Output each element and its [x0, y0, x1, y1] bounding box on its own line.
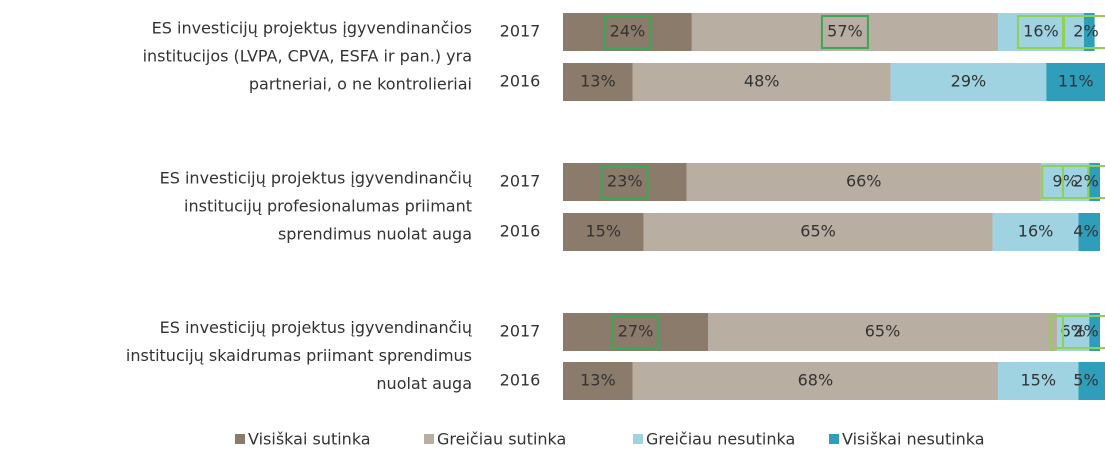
bar-segment	[643, 213, 993, 251]
highlight-box	[600, 165, 649, 199]
bar-segment	[691, 13, 998, 51]
value-label: 2%	[1073, 22, 1098, 41]
year-label: 2017	[500, 172, 541, 191]
value-label: 2%	[1073, 322, 1098, 341]
bar-segment	[563, 213, 644, 251]
value-label: 16%	[1018, 222, 1054, 241]
bar-segment	[563, 163, 687, 201]
bar-segment	[563, 362, 633, 400]
year-label: 2016	[500, 222, 541, 241]
category-label: institucijų skaidrumas priimant sprendim…	[126, 346, 472, 365]
category-label: partneriai, o ne kontrolieriai	[249, 75, 472, 94]
value-label: 29%	[951, 72, 987, 91]
bar-segment	[890, 63, 1047, 101]
highlight-box	[1062, 15, 1105, 49]
value-label: 27%	[618, 322, 654, 341]
year-label: 2016	[500, 72, 541, 91]
value-label: 15%	[585, 222, 621, 241]
bar-segment	[1089, 163, 1100, 201]
bar-segment	[997, 13, 1084, 51]
bar-segment	[563, 63, 633, 101]
year-label: 2017	[500, 322, 541, 341]
year-label: 2016	[500, 371, 541, 390]
category-label: nuolat auga	[376, 374, 472, 393]
bar-segment	[563, 313, 708, 351]
value-label: 9%	[1052, 172, 1077, 191]
highlight-box	[1062, 315, 1105, 349]
highlight-box	[611, 315, 660, 349]
bar-segment	[1046, 63, 1105, 101]
category-label: ES investicijų projektus įgyvendinančių	[160, 318, 472, 337]
legend-swatch	[424, 434, 434, 444]
value-label: 15%	[1020, 371, 1056, 390]
legend-swatch	[633, 434, 643, 444]
bar-segment	[1078, 362, 1105, 400]
category-label: sprendimus nuolat auga	[278, 225, 472, 244]
value-label: 6%	[1060, 322, 1085, 341]
category-label: ES investicijų projektus įgyvendinančių	[160, 169, 472, 188]
bar-segment	[632, 362, 998, 400]
bar-segment	[997, 362, 1079, 400]
legend-label: Visiškai nesutinka	[842, 430, 985, 449]
bar-segment	[686, 163, 1041, 201]
bar-segment	[992, 213, 1079, 251]
bar-segment	[707, 313, 1058, 351]
value-label: 16%	[1023, 22, 1059, 41]
category-label: institucijų profesionalumas priimant	[184, 197, 472, 216]
highlight-box	[820, 15, 869, 49]
value-label: 4%	[1073, 222, 1098, 241]
value-label: 68%	[798, 371, 834, 390]
value-label: 65%	[800, 222, 836, 241]
value-label: 5%	[1073, 371, 1098, 390]
value-label: 13%	[580, 371, 616, 390]
bar-segment	[1078, 213, 1100, 251]
value-label: 13%	[580, 72, 616, 91]
bar-segment	[563, 13, 692, 51]
highlight-box	[1062, 165, 1105, 199]
bar-segment	[1089, 313, 1100, 351]
value-label: 24%	[610, 22, 646, 41]
bar-segment	[1040, 163, 1090, 201]
legend-swatch	[235, 434, 245, 444]
value-label: 23%	[607, 172, 643, 191]
value-label: 48%	[744, 72, 780, 91]
legend-swatch	[829, 434, 839, 444]
value-label: 66%	[846, 172, 882, 191]
value-label: 57%	[827, 22, 863, 41]
legend-label: Visiškai sutinka	[248, 430, 371, 449]
bar-segment	[1083, 13, 1095, 51]
year-label: 2017	[500, 22, 541, 41]
category-label: institucijos (LVPA, CPVA, ESFA ir pan.) …	[143, 47, 472, 66]
value-label: 65%	[865, 322, 901, 341]
legend-label: Greičiau nesutinka	[646, 430, 795, 449]
value-label: 2%	[1073, 172, 1098, 191]
bar-segment	[632, 63, 891, 101]
category-label: ES investicijų projektus įgyvendinančios	[152, 19, 472, 38]
legend-label: Greičiau sutinka	[437, 430, 566, 449]
value-label: 11%	[1058, 72, 1094, 91]
highlight-box	[603, 15, 652, 49]
